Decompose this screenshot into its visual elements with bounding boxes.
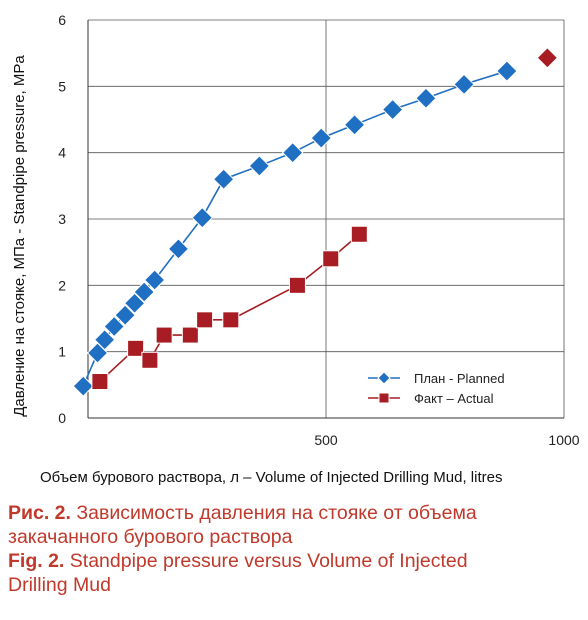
planned-point <box>103 315 125 338</box>
caption-ru-line1: Рис. 2. Зависимость давления на стояке о… <box>8 501 583 525</box>
planned-point <box>143 269 166 291</box>
actual-point <box>350 225 368 243</box>
legend: План - Planned Факт – Actual <box>368 371 505 406</box>
x-axis-label: Объем бурового раствора, л – Volume of I… <box>40 469 502 486</box>
legend-marker-actual <box>378 392 390 404</box>
planned-point <box>167 238 190 260</box>
tick-labels: 0 1 2 3 4 5 6 500 1000 <box>58 12 580 448</box>
actual-point <box>222 311 240 329</box>
planned-point <box>212 168 235 190</box>
x-tick-label: 1000 <box>548 432 579 448</box>
caption-ru-label: Рис. 2. <box>8 502 71 524</box>
y-tick-label: 0 <box>58 410 66 426</box>
planned-point <box>114 304 136 326</box>
caption-ru-text1: Зависимость давления на стояке от объема <box>76 502 477 524</box>
planned-point <box>381 98 404 121</box>
planned-point <box>281 141 304 164</box>
actual-point <box>196 311 214 329</box>
axes <box>87 20 564 419</box>
planned-point <box>133 281 155 303</box>
planned-point <box>343 114 366 136</box>
planned-point <box>453 73 475 96</box>
caption-en-label: Fig. 2. <box>8 550 65 572</box>
planned-point <box>310 127 332 149</box>
planned-point <box>72 375 94 397</box>
series-markers <box>72 47 559 397</box>
y-tick-label: 2 <box>58 277 66 293</box>
actual-point <box>322 250 340 268</box>
planned-point <box>123 292 146 314</box>
y-tick-label: 3 <box>58 211 66 227</box>
final-point <box>536 47 559 69</box>
y-tick-label: 4 <box>58 145 66 161</box>
x-tick-label: 500 <box>314 432 338 448</box>
grid <box>88 19 565 418</box>
caption-en-text1: Standpipe pressure versus Volume of Inje… <box>69 550 468 572</box>
actual-point <box>141 351 159 369</box>
actual-point <box>91 373 109 391</box>
caption-en-line1: Fig. 2. Standpipe pressure versus Volume… <box>8 549 583 573</box>
y-axis-label: Давление на стояке, МПа - Standpipe pres… <box>11 55 28 417</box>
actual-point <box>181 326 199 344</box>
planned-point <box>415 87 437 109</box>
legend-label-planned: План - Planned <box>414 371 505 386</box>
actual-point <box>155 326 173 344</box>
caption-en-line2: Drilling Mud <box>8 574 111 596</box>
series-lines <box>82 70 508 387</box>
caption-ru-line2: закачанного бурового раствора <box>8 526 293 548</box>
planned-point <box>93 329 116 351</box>
legend-marker-planned <box>377 371 391 385</box>
actual-point <box>288 276 306 294</box>
planned-point <box>191 206 213 229</box>
actual-point <box>127 339 145 357</box>
pressure-volume-chart: 0 1 2 3 4 5 6 500 1000 Объем бурового раствора, … <box>11 12 580 486</box>
planned-point <box>496 60 518 82</box>
series-line-planned <box>82 70 508 387</box>
y-tick-label: 1 <box>58 344 66 360</box>
y-tick-label: 5 <box>58 78 66 94</box>
y-tick-label: 6 <box>58 12 66 28</box>
legend-label-actual: Факт – Actual <box>414 391 494 406</box>
figure-caption: Рис. 2. Зависимость давления на стояке о… <box>8 501 583 597</box>
planned-point <box>248 155 271 177</box>
